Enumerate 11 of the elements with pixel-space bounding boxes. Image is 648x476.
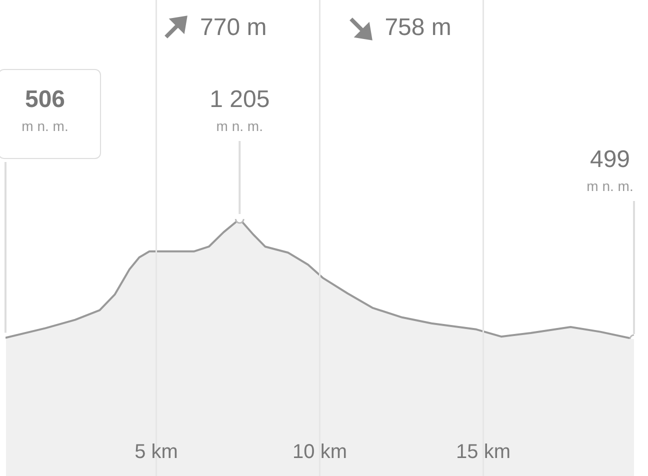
text: 758 m xyxy=(384,14,452,42)
x-tick-label: 5 km xyxy=(134,441,178,463)
annotation: 1 205 xyxy=(210,86,270,113)
text: 506 xyxy=(24,86,66,113)
annotation: m n. m. xyxy=(216,118,263,134)
x-tick-label: 10 km xyxy=(292,441,347,463)
text: 770 m xyxy=(200,14,267,42)
text: m n. m. xyxy=(586,178,634,194)
text: 499 xyxy=(590,146,630,173)
x-tick-label: 15 km xyxy=(456,441,510,463)
text: m n. m. xyxy=(22,118,68,134)
